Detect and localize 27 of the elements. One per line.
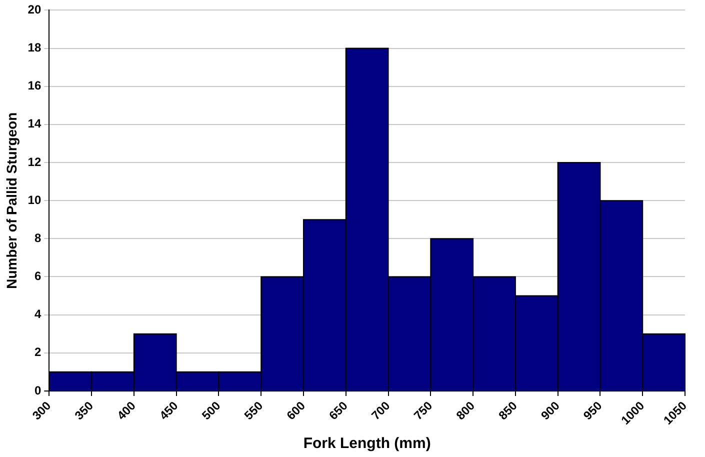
x-tick-label: 400: [114, 398, 139, 423]
x-tick-label: 950: [580, 398, 605, 423]
y-tick-label: 18: [28, 40, 42, 55]
x-tick-label: 750: [411, 398, 436, 423]
y-tick-label: 4: [34, 307, 42, 322]
y-tick-label: 14: [28, 116, 42, 131]
y-tick-label: 8: [34, 230, 42, 245]
x-tick-label: 900: [538, 398, 563, 423]
x-axis-title: Fork Length (mm): [303, 435, 431, 452]
x-tick-label: 650: [326, 398, 351, 423]
x-tick-label: 500: [199, 398, 224, 423]
y-tick-label: 10: [28, 192, 42, 207]
x-tick-label: 300: [30, 398, 54, 423]
y-axis-title: Number of Pallid Sturgeon: [3, 112, 20, 289]
y-tick-label: 12: [28, 154, 42, 169]
x-tick-label: 450: [156, 398, 182, 423]
x-tick-label: 850: [496, 398, 520, 423]
x-tick-label: 700: [368, 398, 393, 423]
x-tick-label: 800: [453, 398, 478, 423]
y-tick-label: 16: [28, 78, 42, 93]
y-tick-label: 6: [34, 269, 42, 284]
x-tick-label: 350: [72, 398, 96, 423]
y-tick-label: 20: [28, 2, 42, 17]
x-tick-label: 600: [284, 398, 308, 423]
y-tick-label: 0: [34, 383, 42, 398]
y-tick-label: 2: [34, 345, 42, 360]
x-tick-label: 550: [242, 398, 266, 423]
